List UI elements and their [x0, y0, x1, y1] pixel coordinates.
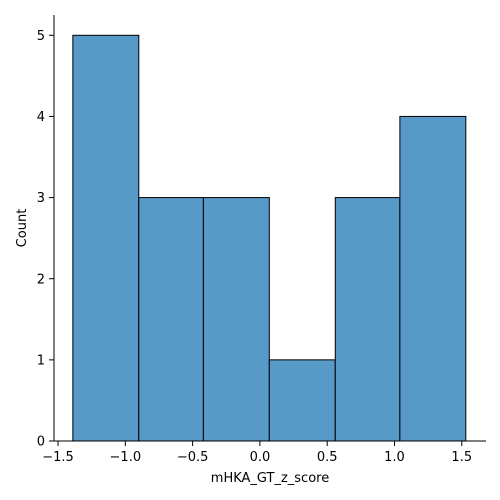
x-tick-label-5: 1.0	[384, 450, 405, 465]
histogram-bar-1	[138, 197, 204, 442]
x-tick-label-6: 1.5	[451, 450, 472, 465]
x-tick-label-3: 0.0	[250, 450, 271, 465]
x-tick-label-1: −1.0	[110, 450, 142, 465]
histogram-bar-2	[202, 197, 270, 442]
y-tick-label-3: 3	[37, 191, 45, 206]
y-tick-label-4: 4	[37, 110, 45, 125]
y-tick-label-5: 5	[37, 29, 45, 44]
axes-group: −1.5 −1.0 −0.5 0.0 0.5 1.0 1.5 0 1 2 3 4 5	[37, 15, 486, 465]
x-tick-label-4: 0.5	[317, 450, 338, 465]
x-axis-label: mHKA_GT_z_score	[211, 471, 329, 486]
bars-group	[72, 34, 467, 442]
histogram-bar-5	[399, 115, 467, 442]
x-tick-label-0: −1.5	[42, 450, 74, 465]
y-axis-label: Count	[15, 209, 30, 248]
y-tick-label-1: 1	[37, 353, 45, 368]
y-tick-label-2: 2	[37, 272, 45, 287]
histogram-bar-3	[268, 359, 336, 442]
histogram-bar-0	[72, 34, 140, 442]
y-tick-label-0: 0	[37, 435, 45, 450]
x-tick-label-2: −0.5	[177, 450, 209, 465]
histogram-bar-4	[334, 197, 401, 442]
